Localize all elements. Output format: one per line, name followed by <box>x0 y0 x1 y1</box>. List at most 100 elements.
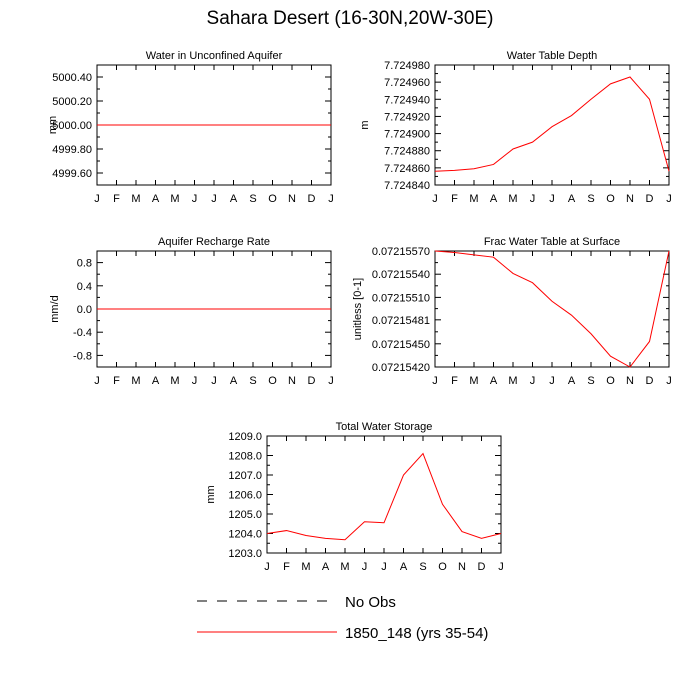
x-tick-label: F <box>451 375 458 387</box>
y-tick-label: -0.8 <box>73 350 92 362</box>
y-axis-label: m <box>359 120 371 129</box>
y-tick-label: -0.4 <box>73 327 92 339</box>
x-tick-label: A <box>322 561 330 573</box>
x-tick-label: N <box>288 193 296 205</box>
x-tick-label: A <box>400 561 408 573</box>
x-tick-label: O <box>606 375 615 387</box>
x-tick-label: S <box>249 375 256 387</box>
y-tick-label: 1206.0 <box>228 490 262 502</box>
x-tick-label: A <box>152 375 160 387</box>
x-tick-label: S <box>419 561 426 573</box>
y-tick-label: 5000.40 <box>52 72 92 84</box>
x-tick-label: J <box>94 193 100 205</box>
series-line <box>434 250 670 368</box>
y-tick-label: 7.724880 <box>384 146 430 158</box>
x-tick-label: M <box>508 193 517 205</box>
x-tick-label: J <box>192 375 198 387</box>
y-axis-label: mm <box>205 485 217 503</box>
x-tick-label: D <box>308 375 316 387</box>
y-tick-label: 7.724920 <box>384 111 430 123</box>
y-axis-label: unitless [0-1] <box>352 278 364 340</box>
x-tick-label: S <box>249 193 256 205</box>
x-tick-label: D <box>646 375 654 387</box>
x-tick-label: M <box>170 193 179 205</box>
x-tick-label: A <box>490 375 498 387</box>
x-tick-label: J <box>328 375 334 387</box>
x-tick-label: J <box>328 193 334 205</box>
y-tick-label: 0.07215510 <box>372 292 430 304</box>
x-tick-label: M <box>508 375 517 387</box>
y-tick-label: 4999.60 <box>52 168 92 180</box>
y-tick-label: 1203.0 <box>228 548 262 560</box>
plot-frame <box>434 250 670 368</box>
y-tick-label: 1205.0 <box>228 509 262 521</box>
x-tick-label: O <box>606 193 615 205</box>
x-tick-label: F <box>113 375 120 387</box>
x-tick-label: F <box>113 193 120 205</box>
x-tick-label: J <box>530 375 536 387</box>
x-tick-label: A <box>490 193 498 205</box>
figure-title: Sahara Desert (16-30N,20W-30E) <box>206 8 494 29</box>
y-tick-label: 7.724900 <box>384 129 430 141</box>
x-tick-label: N <box>626 193 634 205</box>
x-tick-label: M <box>469 193 478 205</box>
x-tick-label: F <box>283 561 290 573</box>
x-tick-label: J <box>498 561 504 573</box>
y-tick-label: 1208.0 <box>228 451 262 463</box>
legend-model-label: 1850_148 (yrs 35-54) <box>345 625 488 642</box>
x-tick-label: S <box>587 375 594 387</box>
series-line <box>266 452 502 541</box>
x-tick-label: S <box>587 193 594 205</box>
x-tick-label: A <box>568 375 576 387</box>
x-tick-label: N <box>626 375 634 387</box>
plot-frame <box>266 435 502 554</box>
y-tick-label: 0.0 <box>77 304 92 316</box>
x-tick-label: M <box>301 561 310 573</box>
x-tick-label: J <box>381 561 387 573</box>
y-tick-label: 0.07215481 <box>372 315 430 327</box>
x-tick-label: M <box>170 375 179 387</box>
x-tick-label: J <box>362 561 368 573</box>
x-tick-label: N <box>288 375 296 387</box>
y-tick-label: 7.724860 <box>384 163 430 175</box>
x-tick-label: D <box>646 193 654 205</box>
panel-title: Total Water Storage <box>336 421 433 433</box>
panel-title: Frac Water Table at Surface <box>484 236 620 248</box>
x-tick-label: J <box>432 193 438 205</box>
y-tick-label: 4999.80 <box>52 144 92 156</box>
y-tick-label: 1204.0 <box>228 529 262 541</box>
y-tick-label: 7.724980 <box>384 60 430 72</box>
panel-title: Water Table Depth <box>507 50 598 62</box>
x-tick-label: A <box>230 193 238 205</box>
x-tick-label: J <box>666 375 672 387</box>
x-tick-label: J <box>549 193 555 205</box>
panel-title: Water in Unconfined Aquifer <box>146 50 283 62</box>
y-tick-label: 0.07215450 <box>372 339 430 351</box>
x-tick-label: M <box>469 375 478 387</box>
panel-title: Aquifer Recharge Rate <box>158 236 270 248</box>
legend-obs-label: No Obs <box>345 594 396 611</box>
y-tick-label: 5000.20 <box>52 96 92 108</box>
x-tick-label: O <box>438 561 447 573</box>
x-tick-label: N <box>458 561 466 573</box>
y-tick-label: 0.4 <box>77 281 92 293</box>
y-axis-label: mm <box>47 116 59 134</box>
y-tick-label: 5000.00 <box>52 120 92 132</box>
y-tick-label: 7.724940 <box>384 94 430 106</box>
x-tick-label: J <box>264 561 270 573</box>
y-tick-label: 1209.0 <box>228 431 262 443</box>
x-tick-label: A <box>152 193 160 205</box>
x-tick-label: M <box>131 193 140 205</box>
x-tick-label: J <box>94 375 100 387</box>
x-tick-label: D <box>478 561 486 573</box>
x-tick-label: M <box>340 561 349 573</box>
x-tick-label: J <box>432 375 438 387</box>
x-tick-label: A <box>568 193 576 205</box>
x-tick-label: O <box>268 193 277 205</box>
x-tick-label: J <box>666 193 672 205</box>
